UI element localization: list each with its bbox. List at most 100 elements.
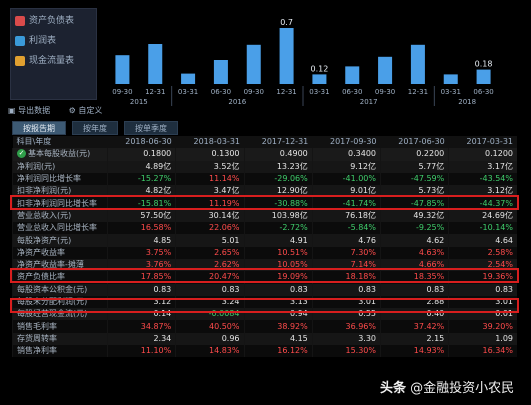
table-cell: -15.81%: [106, 197, 176, 210]
chart-bar[interactable]: [148, 44, 163, 84]
row-label: 净资产收益率: [12, 246, 108, 259]
nav-item-balance-sheet[interactable]: 资产负债表: [11, 13, 96, 29]
table-cell: 11.10%: [106, 345, 176, 358]
column-header[interactable]: 2017-12-31: [244, 136, 313, 149]
column-header[interactable]: 2017-03-31: [448, 136, 517, 149]
table-row[interactable]: 营业总收入(元) 57.50亿 30.14亿 103.98亿 76.18亿 49.32亿 2…: [12, 209, 517, 223]
table-cell: 37.42%: [379, 320, 449, 333]
x-tick-label: 09-30: [112, 88, 132, 96]
table-cell: -5.84%: [311, 222, 381, 235]
row-label-text: 基本每股收益(元): [28, 149, 91, 159]
nav-item-cash-flow[interactable]: 现金流量表: [11, 53, 96, 69]
table-cell: 5.01: [175, 234, 244, 247]
table-cell: 3.17亿: [448, 160, 517, 173]
table-row[interactable]: 每股资本公积金(元) 0.83 0.83 0.83 0.83 0.83 0.83: [12, 283, 517, 296]
table-cell: 18.18%: [311, 271, 381, 284]
table-row[interactable]: 净资产收益率-摊薄 3.76% 2.62% 10.05% 7.14% 4.66% 2.54%: [12, 258, 517, 272]
table-row[interactable]: 每股净资产(元) 4.85 5.01 4.91 4.76 4.62 4.64: [12, 234, 517, 247]
chart-bar[interactable]: [115, 55, 130, 84]
table-cell: 0.83: [175, 283, 244, 296]
chart-bar[interactable]: [213, 60, 228, 84]
table-cell: 19.09%: [243, 271, 313, 284]
table-cell: 2.65%: [175, 246, 244, 259]
row-label-text: 净资产收益率-摊薄: [17, 260, 84, 270]
table-cell: 4.63%: [379, 246, 449, 259]
income-statement-icon: [15, 36, 25, 46]
table-cell: -47.59%: [379, 172, 449, 186]
tab-by-year[interactable]: 按年度: [72, 121, 118, 135]
chart-bar[interactable]: [410, 44, 425, 84]
column-header[interactable]: 2017-09-30: [312, 136, 381, 149]
row-label-text: 销售毛利率: [17, 321, 57, 331]
table-cell: 2.88: [379, 295, 449, 309]
chart-bar[interactable]: [312, 74, 327, 84]
x-tick-label: 06-30: [342, 88, 362, 96]
table-cell: 30.14亿: [175, 209, 244, 223]
chart-bar[interactable]: [476, 69, 491, 84]
row-label-text: 资产负债比率: [17, 272, 65, 282]
table-cell: 3.75%: [106, 246, 176, 259]
chart-bar[interactable]: [378, 56, 393, 84]
table-cell: 16.34%: [448, 345, 517, 358]
table-cell: 0.1300: [175, 148, 244, 161]
chart-bar[interactable]: [443, 74, 458, 84]
row-label-text: 每股未分配利润(元): [17, 297, 88, 306]
table-cell: 11.14%: [175, 172, 244, 186]
chart-bar[interactable]: [345, 66, 360, 84]
table-cell: 4.85: [106, 234, 176, 247]
column-header: 科目\年度: [12, 136, 108, 149]
table-cell: 11.19%: [175, 197, 244, 210]
table-row[interactable]: 资产负债比率 17.85% 20.47% 19.09% 18.18% 18.35% 19.3…: [12, 271, 517, 284]
tab-by-report-period[interactable]: 按报告期: [12, 121, 66, 135]
watermark: 头条 @金融投资小农民: [380, 377, 514, 396]
row-label: 销售净利率: [12, 345, 108, 358]
table-row[interactable]: 每股经营现金流(元) 0.14 -0.0084 0.94 0.55 0.40 0.01: [12, 308, 517, 321]
row-label: ✓ 基本每股收益(元): [12, 148, 108, 161]
table-cell: -9.25%: [379, 222, 449, 235]
table-cell: 3.52亿: [175, 160, 244, 173]
table-cell: 3.01: [448, 295, 517, 309]
watermark-text: @金融投资小农民: [410, 381, 515, 396]
column-header[interactable]: 2017-06-30: [380, 136, 449, 149]
table-cell: 4.89亿: [106, 160, 176, 173]
table-row[interactable]: 净资产收益率 3.75% 2.65% 10.51% 7.30% 4.63% 2.58%: [12, 246, 517, 259]
table-row[interactable]: 净利润(元) 4.89亿 3.52亿 13.23亿 9.12亿 5.77亿 3.17亿: [12, 160, 517, 173]
table-row[interactable]: 每股未分配利润(元) 3.12 3.24 3.13 3.01 2.88 3.01: [12, 295, 517, 309]
row-label: 销售毛利率: [12, 320, 108, 333]
table-cell: 0.1200: [448, 148, 517, 161]
table-row[interactable]: 销售毛利率 34.87% 40.50% 38.92% 36.96% 37.42% 39.20…: [12, 320, 517, 333]
table-row[interactable]: 存货周转率 2.34 0.96 4.15 3.30 2.15 1.09: [12, 332, 517, 346]
row-label: 净利润(元): [12, 160, 108, 173]
table-cell: 7.30%: [311, 246, 381, 259]
table-row[interactable]: 净利润同比增长率 -15.27% 11.14% -29.06% -41.00% -47.5…: [12, 172, 517, 186]
row-label-text: 净利润(元): [17, 161, 56, 171]
table-cell: 36.96%: [311, 320, 381, 333]
table-row[interactable]: 销售净利率 11.10% 14.83% 16.12% 15.30% 14.93% 16.34…: [12, 345, 517, 358]
export-data-label: 导出数据: [18, 106, 51, 115]
table-cell: 4.91: [243, 234, 313, 247]
customize-button[interactable]: ⚙ 自定义: [68, 106, 103, 115]
table-cell: 4.62: [379, 234, 449, 247]
table-cell: -43.54%: [448, 172, 517, 186]
column-header[interactable]: 2018-06-30: [107, 136, 176, 149]
table-cell: 0.14: [106, 308, 176, 321]
table-row[interactable]: ✓ 基本每股收益(元) 0.1800 0.1300 0.4900 0.3400 0.2200…: [12, 148, 517, 161]
chart-bar[interactable]: [246, 44, 261, 84]
chart-bar[interactable]: [279, 28, 294, 84]
column-header[interactable]: 2018-03-31: [175, 136, 244, 149]
nav-item-income-statement[interactable]: 利润表: [11, 33, 96, 49]
table-row[interactable]: 营业总收入同比增长率 16.58% 22.06% -2.72% -5.84% -9.25%…: [12, 222, 517, 235]
export-data-button[interactable]: ▣ 导出数据: [8, 106, 51, 115]
table-cell: 40.50%: [175, 320, 244, 333]
toolbar: ▣ 导出数据 ⚙ 自定义: [8, 105, 118, 117]
table-cell: -47.85%: [379, 197, 449, 210]
table-cell: 0.1800: [106, 148, 176, 161]
tab-by-quarter[interactable]: 按单季度: [124, 121, 178, 135]
table-cell: 1.09: [448, 332, 517, 346]
table-cell: 57.50亿: [106, 209, 176, 223]
table-cell: 3.24: [175, 295, 244, 309]
table-row[interactable]: 扣非净利润同比增长率 -15.81% 11.19% -30.88% -41.74% -47…: [12, 197, 517, 210]
chart-bar[interactable]: [181, 73, 196, 84]
customize-label: 自定义: [78, 106, 103, 115]
table-row[interactable]: 扣非净利润(元) 4.82亿 3.47亿 12.90亿 9.01亿 5.73亿 3.12亿: [12, 185, 517, 198]
